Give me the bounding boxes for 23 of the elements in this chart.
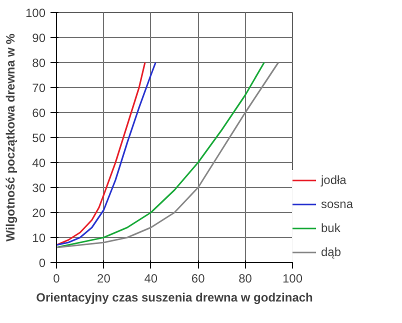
y-tick-label: 60 xyxy=(32,106,46,120)
y-tick-label: 50 xyxy=(32,131,46,145)
x-tick-label: 80 xyxy=(238,272,252,286)
y-tick-label: 20 xyxy=(32,206,46,220)
legend-label: buk xyxy=(321,221,341,235)
legend-label: dąb xyxy=(321,245,342,259)
y-tick-label: 80 xyxy=(32,56,46,70)
x-tick-label: 40 xyxy=(144,272,158,286)
legend-label: sosna xyxy=(321,197,354,211)
y-tick-label: 0 xyxy=(38,256,46,270)
x-tick-label: 0 xyxy=(53,272,60,286)
y-tick-label: 90 xyxy=(32,31,46,45)
legend-label: jodła xyxy=(321,173,346,187)
x-tick-label: 20 xyxy=(97,272,111,286)
y-tick-label: 70 xyxy=(32,81,46,95)
y-tick-label: 100 xyxy=(25,6,46,20)
x-tick-label: 60 xyxy=(191,272,206,286)
x-tick-label: 100 xyxy=(282,272,303,286)
y-axis-title: Wilgotność początkowa drewna w % xyxy=(3,33,18,242)
y-tick-label: 10 xyxy=(32,231,46,245)
y-tick-label: 40 xyxy=(32,156,46,170)
y-tick-label: 30 xyxy=(32,181,46,195)
x-axis-title: Orientacyjny czas suszenia drewna w godzinach xyxy=(36,290,313,304)
